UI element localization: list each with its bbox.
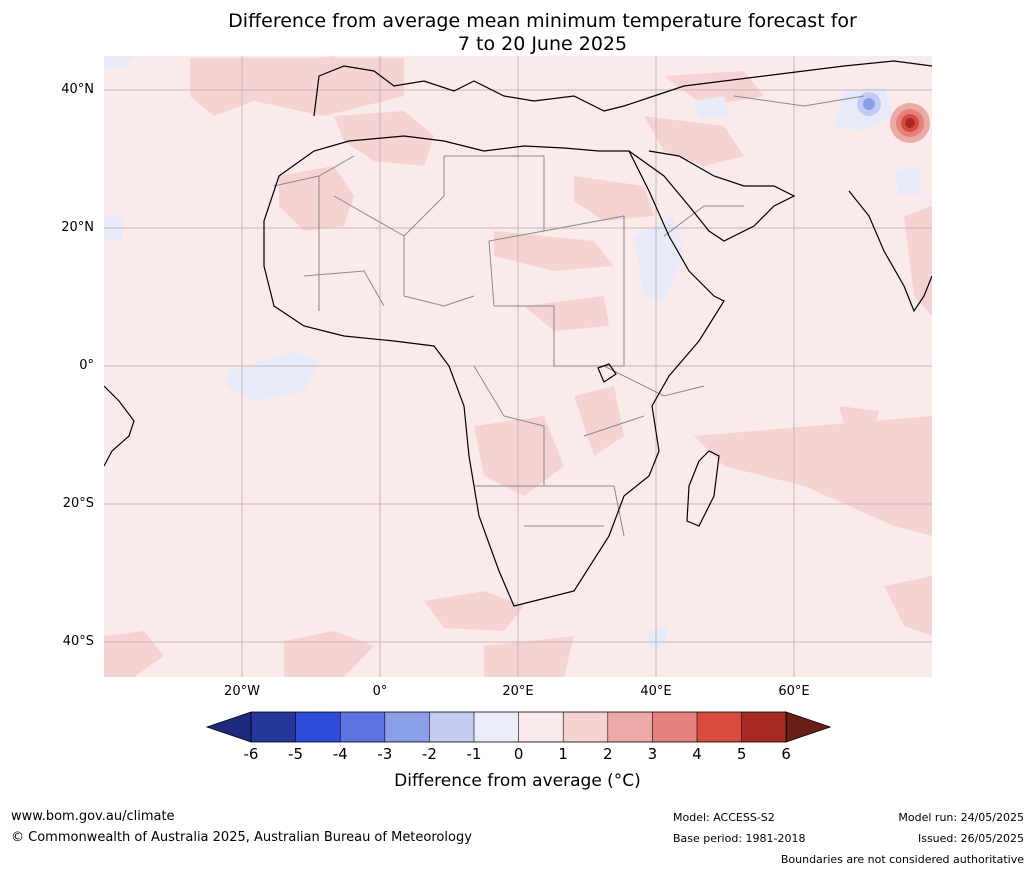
colorbar-tick-label: -6	[243, 745, 259, 763]
india-coast	[848, 190, 932, 313]
warm-hotspot	[890, 103, 930, 143]
lon-label-20e: 20°E	[502, 684, 534, 699]
colorbar-segment	[652, 712, 697, 742]
colorbar-tick-label: 5	[736, 745, 747, 763]
arabia-coast	[628, 150, 796, 242]
title-line-1: Difference from average mean minimum tem…	[228, 10, 857, 32]
title-line-2: 7 to 20 June 2025	[457, 33, 628, 55]
lat-label-0: 0°	[79, 358, 94, 373]
colorbar-segment	[518, 712, 564, 742]
lat-label-40s: 40°S	[62, 634, 94, 649]
colorbar-label: Difference from average (°C)	[394, 771, 641, 791]
colorbar-extend-high	[785, 711, 832, 743]
colorbar	[205, 711, 832, 743]
colorbar-tick-label: -1	[466, 745, 482, 763]
country-borders	[273, 95, 865, 537]
colorbar-segment	[474, 712, 519, 742]
footer-website: www.bom.gov.au/climate	[11, 809, 175, 824]
colorbar-tick-label: 4	[692, 745, 702, 763]
colorbar-tick-label: 1	[558, 745, 568, 763]
colorbar-tick-label: -2	[421, 745, 437, 763]
colorbar-segment	[607, 712, 653, 742]
lat-label-20n: 20°N	[61, 220, 94, 235]
lon-label-20w: 20°W	[224, 684, 260, 699]
footer-model-run: Model run: 24/05/2025	[898, 811, 1024, 824]
cool-spot	[857, 92, 881, 116]
colorbar-tick-label: 2	[603, 745, 613, 763]
map-title: Difference from average mean minimum tem…	[0, 10, 1035, 56]
colorbar-segment	[563, 712, 608, 742]
footer-model: Model: ACCESS-S2	[673, 811, 775, 824]
lon-label-40e: 40°E	[640, 684, 672, 699]
colorbar-extend-low	[205, 711, 252, 743]
footer-disclaimer: Boundaries are not considered authoritat…	[780, 853, 1024, 866]
temperature-anomaly-map	[104, 56, 932, 677]
gridlines	[104, 56, 932, 677]
colorbar-tick-label: 3	[647, 745, 658, 763]
colorbar-segment	[741, 712, 787, 742]
colorbar-tick-label: -5	[288, 745, 304, 763]
colorbar-tick-label: 6	[781, 745, 791, 763]
south-america-coast	[104, 385, 135, 467]
lon-label-60e: 60°E	[778, 684, 810, 699]
colorbar-tick-label: 0	[513, 745, 524, 763]
colorbar-tick-label: -4	[332, 745, 348, 763]
colorbar-segment	[384, 712, 430, 742]
colorbar-segment	[429, 712, 474, 742]
colorbar-segment	[340, 712, 385, 742]
madagascar-coast	[686, 450, 720, 527]
anomaly-shading	[104, 56, 932, 677]
colorbar-tick-label: -3	[377, 745, 393, 763]
colorbar-segment	[295, 712, 341, 742]
coastlines	[104, 60, 932, 607]
footer-issued: Issued: 26/05/2025	[917, 832, 1024, 845]
lake-victoria	[597, 363, 617, 383]
colorbar-segment	[251, 712, 296, 742]
europe-coast	[313, 60, 932, 117]
footer-copyright: © Commonwealth of Australia 2025, Austra…	[11, 830, 472, 845]
lat-label-20s: 20°S	[62, 496, 94, 511]
footer-base-period: Base period: 1981-2018	[673, 832, 806, 845]
colorbar-segment	[697, 712, 742, 742]
africa-coast	[263, 135, 725, 607]
lat-label-40n: 40°N	[61, 82, 94, 97]
lon-label-0: 0°	[372, 684, 388, 699]
